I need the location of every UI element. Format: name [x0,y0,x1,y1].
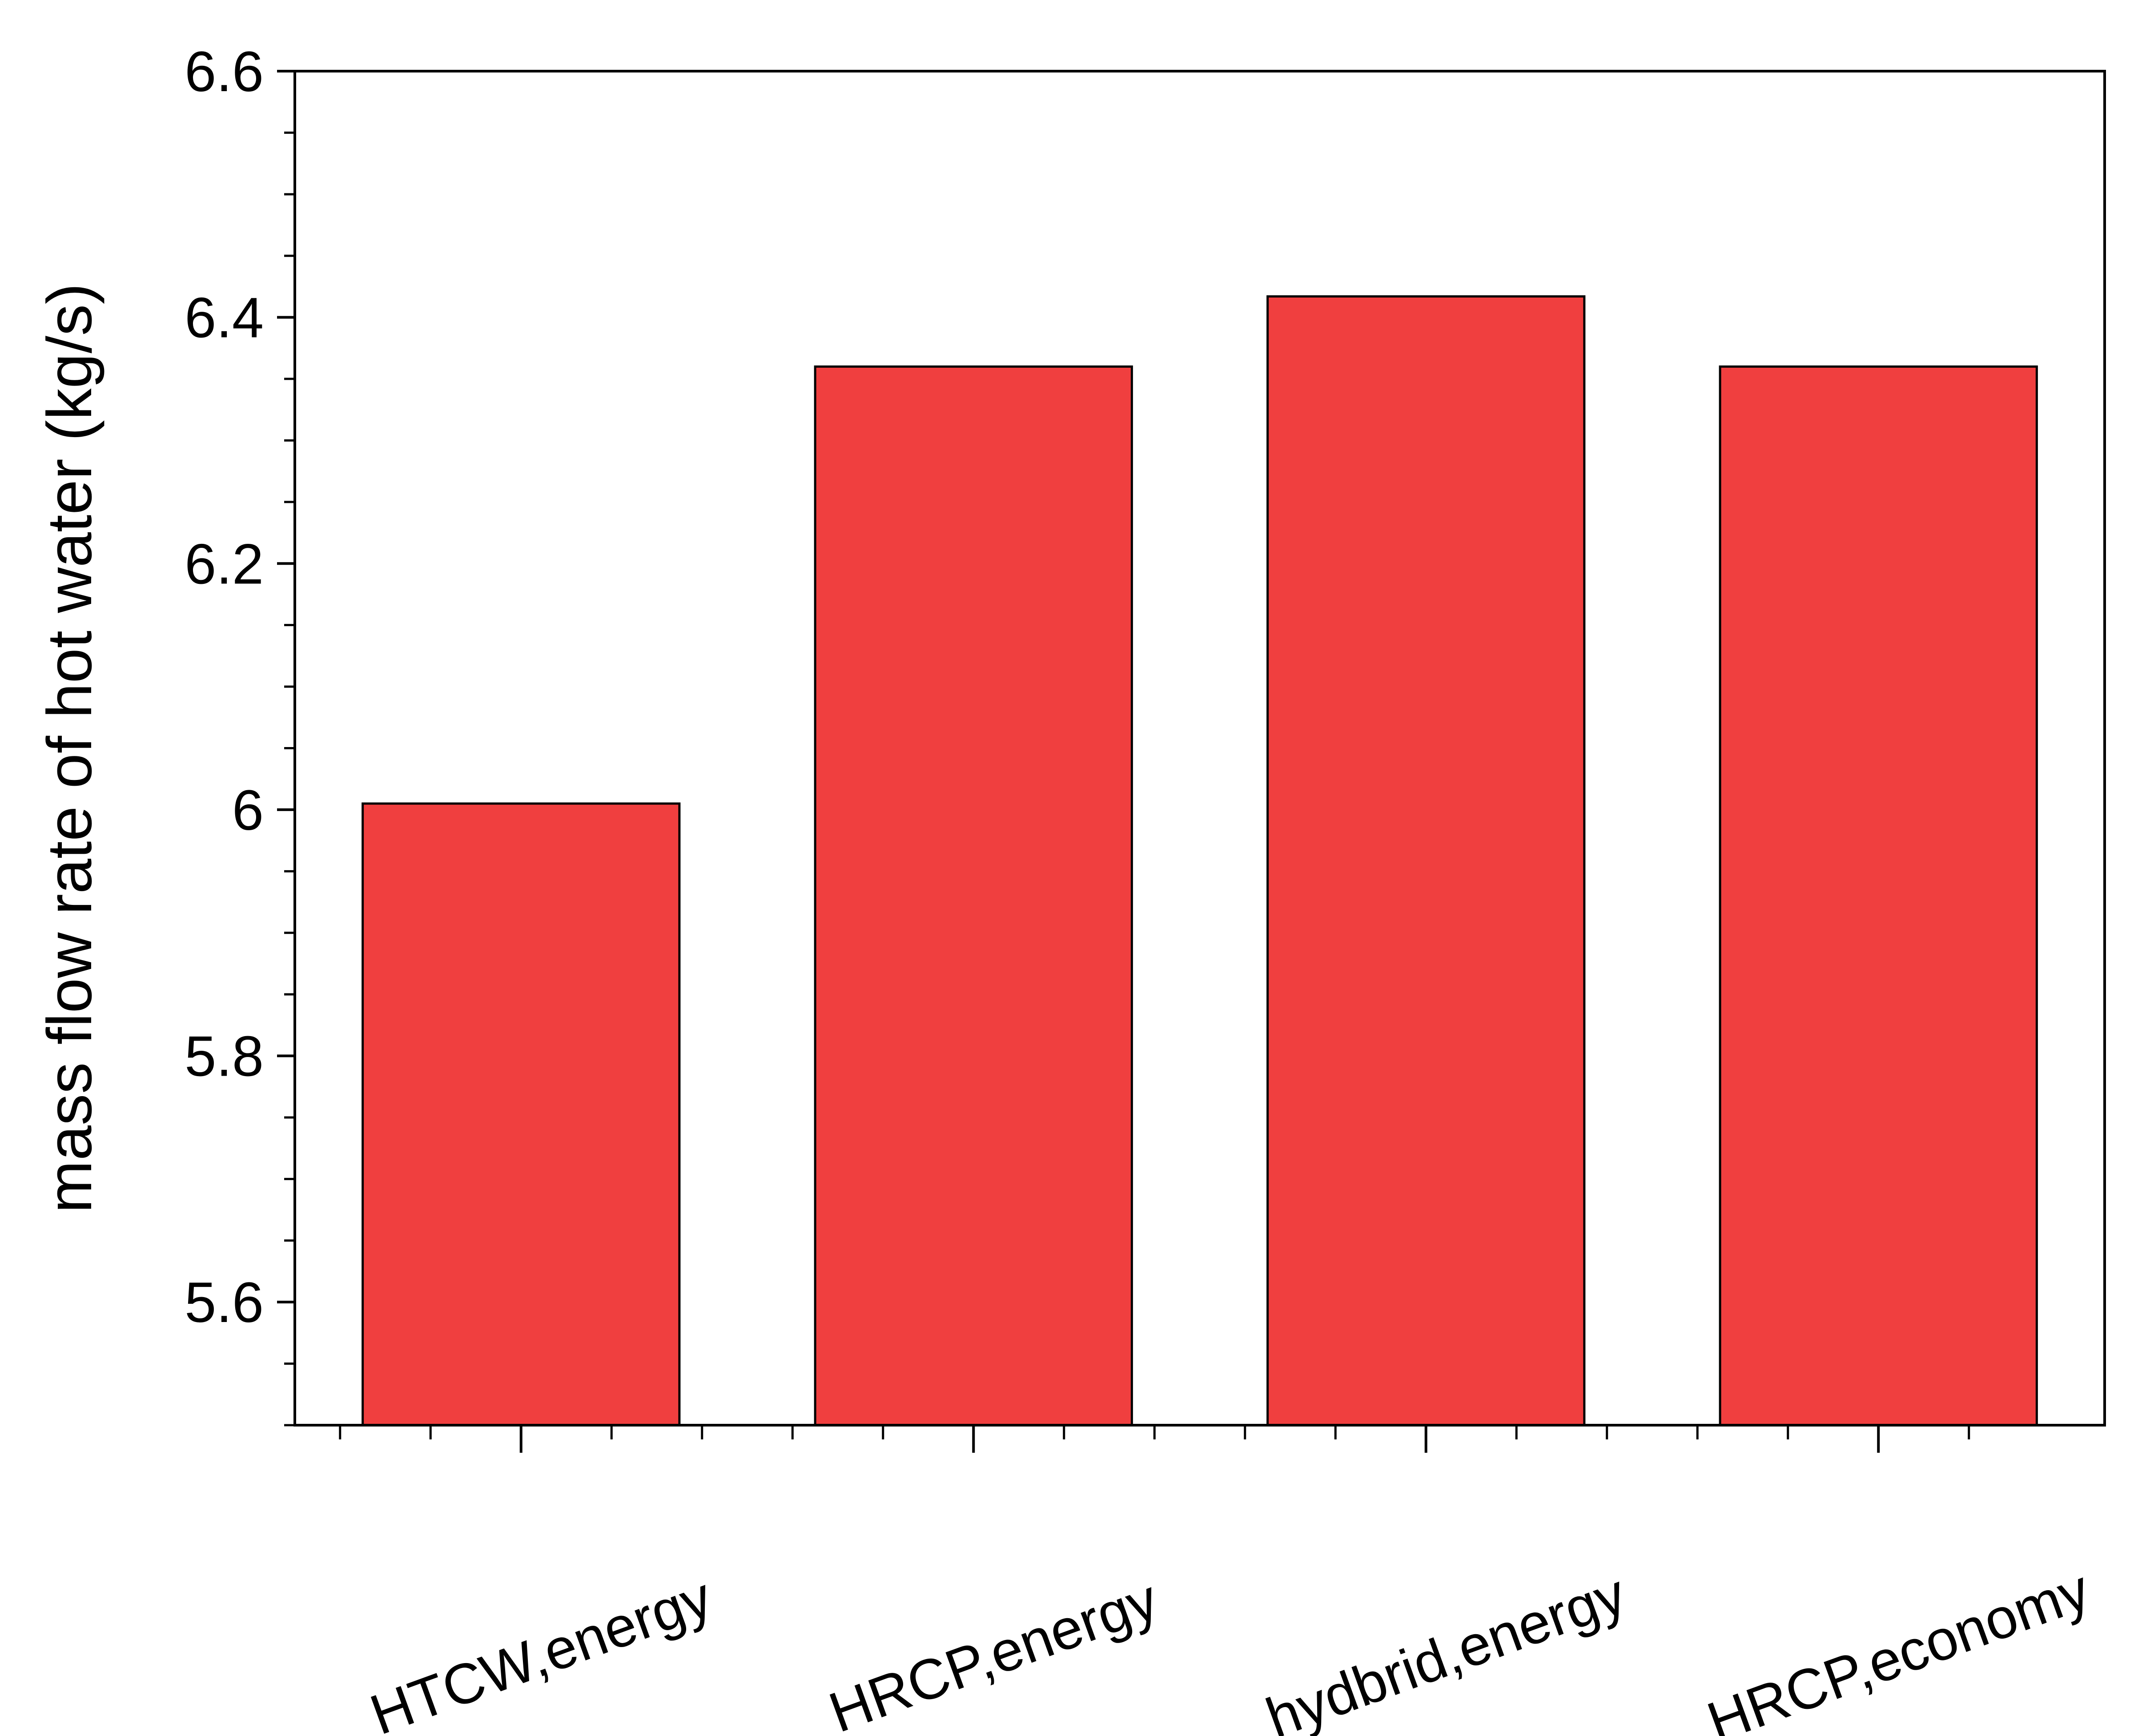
x-category-label: HRCP,energy [821,1567,1166,1736]
bar-4 [1719,365,2038,1427]
bar-3 [1266,295,1586,1427]
y-tick-label: 5.6 [185,1271,264,1334]
x-category-label: HTCW,energy [362,1565,720,1736]
y-tick-label: 6.2 [185,532,264,596]
x-category-label: HRCP,economy [1700,1558,2098,1736]
y-tick-label: 6.6 [185,40,264,104]
y-tick-label: 5.8 [185,1025,264,1089]
bar-2 [814,365,1133,1427]
y-axis: 5.6 5.8 6 6.2 6.4 6.6 [185,40,295,1427]
y-tick-label: 6 [232,779,264,842]
y-tick-label: 6.4 [185,286,264,350]
x-axis: HTCW,energy HRCP,energy hydbrid,energy HRCP… [339,1425,2098,1736]
bars-group [362,295,2038,1427]
bar-1 [362,802,681,1427]
x-category-label: hydbrid,energy [1258,1562,1634,1736]
y-axis-title: mass flow rate of hot water (kg/s) [34,283,105,1213]
